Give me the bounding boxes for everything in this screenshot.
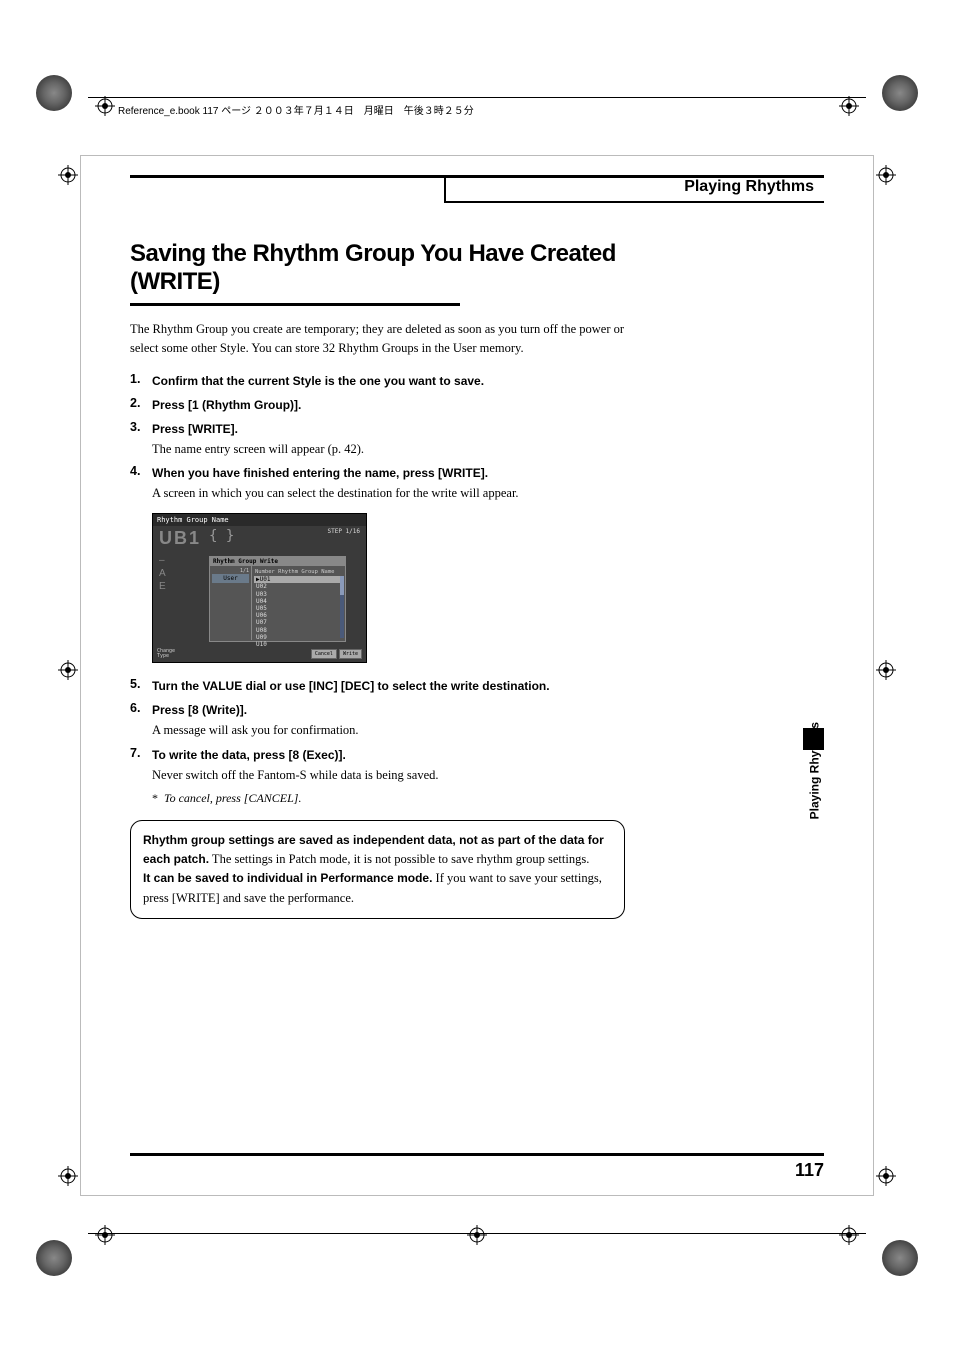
title-rule [130,303,460,306]
list-item: U02 [254,583,343,590]
device-screenshot: Rhythm Group Name STEP 1/16 UB1 { } – A … [152,513,367,663]
step-2: 2. Press [1 (Rhythm Group)]. [130,396,630,414]
list-item: U05 [254,605,343,612]
ss-write-button: Write [339,649,362,659]
footnote: *To cancel, press [CANCEL]. [152,791,630,806]
registration-mark-icon [839,96,859,116]
registration-mark-icon [876,660,896,680]
registration-mark-icon [58,165,78,185]
list-item: U08 [254,627,343,634]
page-title: Saving the Rhythm Group You Have Created… [130,240,630,295]
list-item: U03 [254,591,343,598]
list-item: U04 [254,598,343,605]
ss-group-name: UB1 [159,528,201,549]
step-instruction: Press [8 (Write)]. [152,701,630,719]
ss-scrollthumb [340,576,344,595]
crop-mark-br [882,1240,918,1276]
list-item: U06 [254,612,343,619]
list-item: U09 [254,634,343,641]
step-number: 2. [130,396,152,414]
ss-list-column: Number Rhythm Group Name ▶U01 U02 U03 U0… [252,566,345,640]
registration-mark-icon [95,96,115,116]
header-rule [88,97,866,98]
list-item: U07 [254,619,343,626]
step-instruction: To write the data, press [8 (Exec)]. [152,746,630,764]
ss-user-column: 1/1 User [210,566,252,640]
footnote-text: To cancel, press [CANCEL]. [164,791,301,805]
step-7: 7. To write the data, press [8 (Exec)]. … [130,746,630,785]
ss-step-indicator: STEP 1/16 [327,528,360,535]
step-detail: A message will ask you for confirmation. [152,721,630,740]
section-header: Playing Rhythms [684,178,814,196]
note-bold-2: It can be saved to individual in Perform… [143,871,432,885]
note-box: Rhythm group settings are saved as indep… [130,820,625,920]
side-tab-marker [803,728,824,750]
step-instruction: Turn the VALUE dial or use [INC] [DEC] t… [152,677,630,695]
step-number: 5. [130,677,152,695]
header-bookinfo: Reference_e.book 117 ページ ２００３年７月１４日 月曜日 … [118,102,474,117]
bottom-rule [130,1153,824,1156]
main-content: Saving the Rhythm Group You Have Created… [130,240,630,919]
step-instruction: Press [1 (Rhythm Group)]. [152,396,630,414]
crop-mark-tr [882,75,918,111]
step-number: 3. [130,420,152,459]
intro-text: The Rhythm Group you create are temporar… [130,320,630,358]
side-tab: Playing Rhythms [803,590,823,750]
ss-button-row: Cancel Write [311,649,362,659]
ss-change-type-label: Change Type [157,649,175,659]
ss-side-chars: – A E [159,554,166,593]
list-item: U10 [254,641,343,648]
step-instruction: Press [WRITE]. [152,420,630,438]
ss-scrollbar [340,576,344,638]
note-text-1: The settings in Patch mode, it is not po… [209,852,589,866]
registration-mark-icon [58,1166,78,1186]
ss-user-tab: User [212,574,249,583]
step-number: 1. [130,372,152,390]
step-4: 4. When you have finished entering the n… [130,464,630,503]
step-detail: Never switch off the Fantom-S while data… [152,766,630,785]
ss-cancel-button: Cancel [311,649,337,659]
step-instruction: When you have finished entering the name… [152,464,630,482]
ss-write-panel: Rhythm Group Write 1/1 User Number Rhyth… [209,556,346,642]
page-number: 117 [795,1160,824,1181]
step-number: 4. [130,464,152,503]
step-number: 6. [130,701,152,740]
registration-mark-icon [839,1225,859,1245]
crop-mark-bl [36,1240,72,1276]
crop-mark-tl [36,75,72,111]
registration-mark-icon [467,1225,487,1245]
ss-titlebar: Rhythm Group Name [153,514,366,526]
step-detail: A screen in which you can select the des… [152,484,630,503]
step-1: 1. Confirm that the current Style is the… [130,372,630,390]
list-item: ▶U01 [254,576,343,583]
registration-mark-icon [876,165,896,185]
ss-list-header: Number Rhythm Group Name [254,568,343,576]
registration-mark-icon [58,660,78,680]
ss-cursor-chars: { } [209,528,234,544]
registration-mark-icon [876,1166,896,1186]
step-6: 6. Press [8 (Write)]. A message will ask… [130,701,630,740]
step-instruction: Confirm that the current Style is the on… [152,372,630,390]
registration-mark-icon [95,1225,115,1245]
step-number: 7. [130,746,152,785]
step-3: 3. Press [WRITE]. The name entry screen … [130,420,630,459]
step-detail: The name entry screen will appear (p. 42… [152,440,630,459]
step-5: 5. Turn the VALUE dial or use [INC] [DEC… [130,677,630,695]
ss-panel-title: Rhythm Group Write [210,557,345,566]
